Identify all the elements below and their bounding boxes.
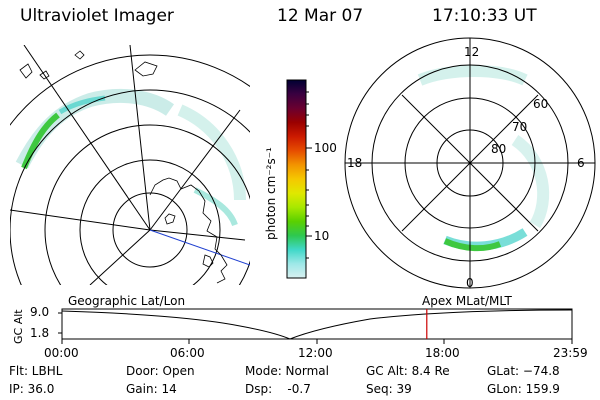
timeline-left-title: Geographic Lat/Lon — [68, 294, 186, 308]
altitude-curve — [61, 309, 573, 340]
colorbar — [286, 79, 312, 279]
timeline-y-tick-low: 1.8 — [30, 326, 50, 340]
timeline-x-tick-2359: 23:59 — [553, 346, 588, 360]
gain-info: Gain: 14 — [126, 382, 177, 396]
polar-ring-70: 70 — [512, 120, 528, 134]
timeline-x-tick-1800: 18:00 — [425, 346, 460, 360]
polar-plot — [344, 37, 596, 289]
polar-label-left: 18 — [347, 156, 363, 170]
colorbar-tick-10: 10 — [314, 229, 330, 243]
polar-label-bottom: 0 — [466, 276, 474, 290]
glat-info: GLat: −74.8 — [487, 364, 560, 378]
gc-alt-info: GC Alt: 8.4 Re — [366, 364, 450, 378]
timeline-right-title: Apex MLat/MLT — [422, 294, 512, 308]
geographic-map — [10, 45, 250, 285]
timeline-x-tick-0600: 06:00 — [170, 346, 205, 360]
polar-label-right: 6 — [577, 156, 585, 170]
timeline-x-tick-1200: 12:00 — [298, 346, 333, 360]
timeline-x-tick-0000: 00:00 — [44, 346, 79, 360]
date-label: 12 Mar 07 — [277, 6, 364, 26]
altitude-timeline — [58, 308, 573, 344]
aurora-oval-right — [511, 135, 550, 229]
colorbar-unit-label: photon cm⁻²s⁻¹ — [264, 147, 278, 240]
app-title: Ultraviolet Imager — [20, 6, 174, 26]
seq-info: Seq: 39 — [366, 382, 412, 396]
glon-info: GLon: 159.9 — [487, 382, 560, 396]
ip-info: IP: 36.0 — [9, 382, 55, 396]
polar-ring-60: 60 — [533, 97, 549, 111]
polar-label-top: 12 — [464, 45, 480, 59]
colorbar-tick-100: 100 — [314, 141, 337, 155]
aurora-swath-right — [177, 104, 246, 201]
timeline-y-label: GC Alt — [12, 309, 25, 344]
mode-info: Mode: Normal — [245, 364, 329, 378]
timeline-y-tick-high: 9.0 — [30, 305, 50, 319]
door-info: Door: Open — [126, 364, 195, 378]
time-label: 17:10:33 UT — [432, 6, 537, 26]
filter-info: Flt: LBHL — [9, 364, 63, 378]
polar-ring-80: 80 — [491, 142, 507, 156]
dsp-info: Dsp: -0.7 — [245, 382, 311, 396]
aurora-oval-top — [417, 65, 528, 86]
